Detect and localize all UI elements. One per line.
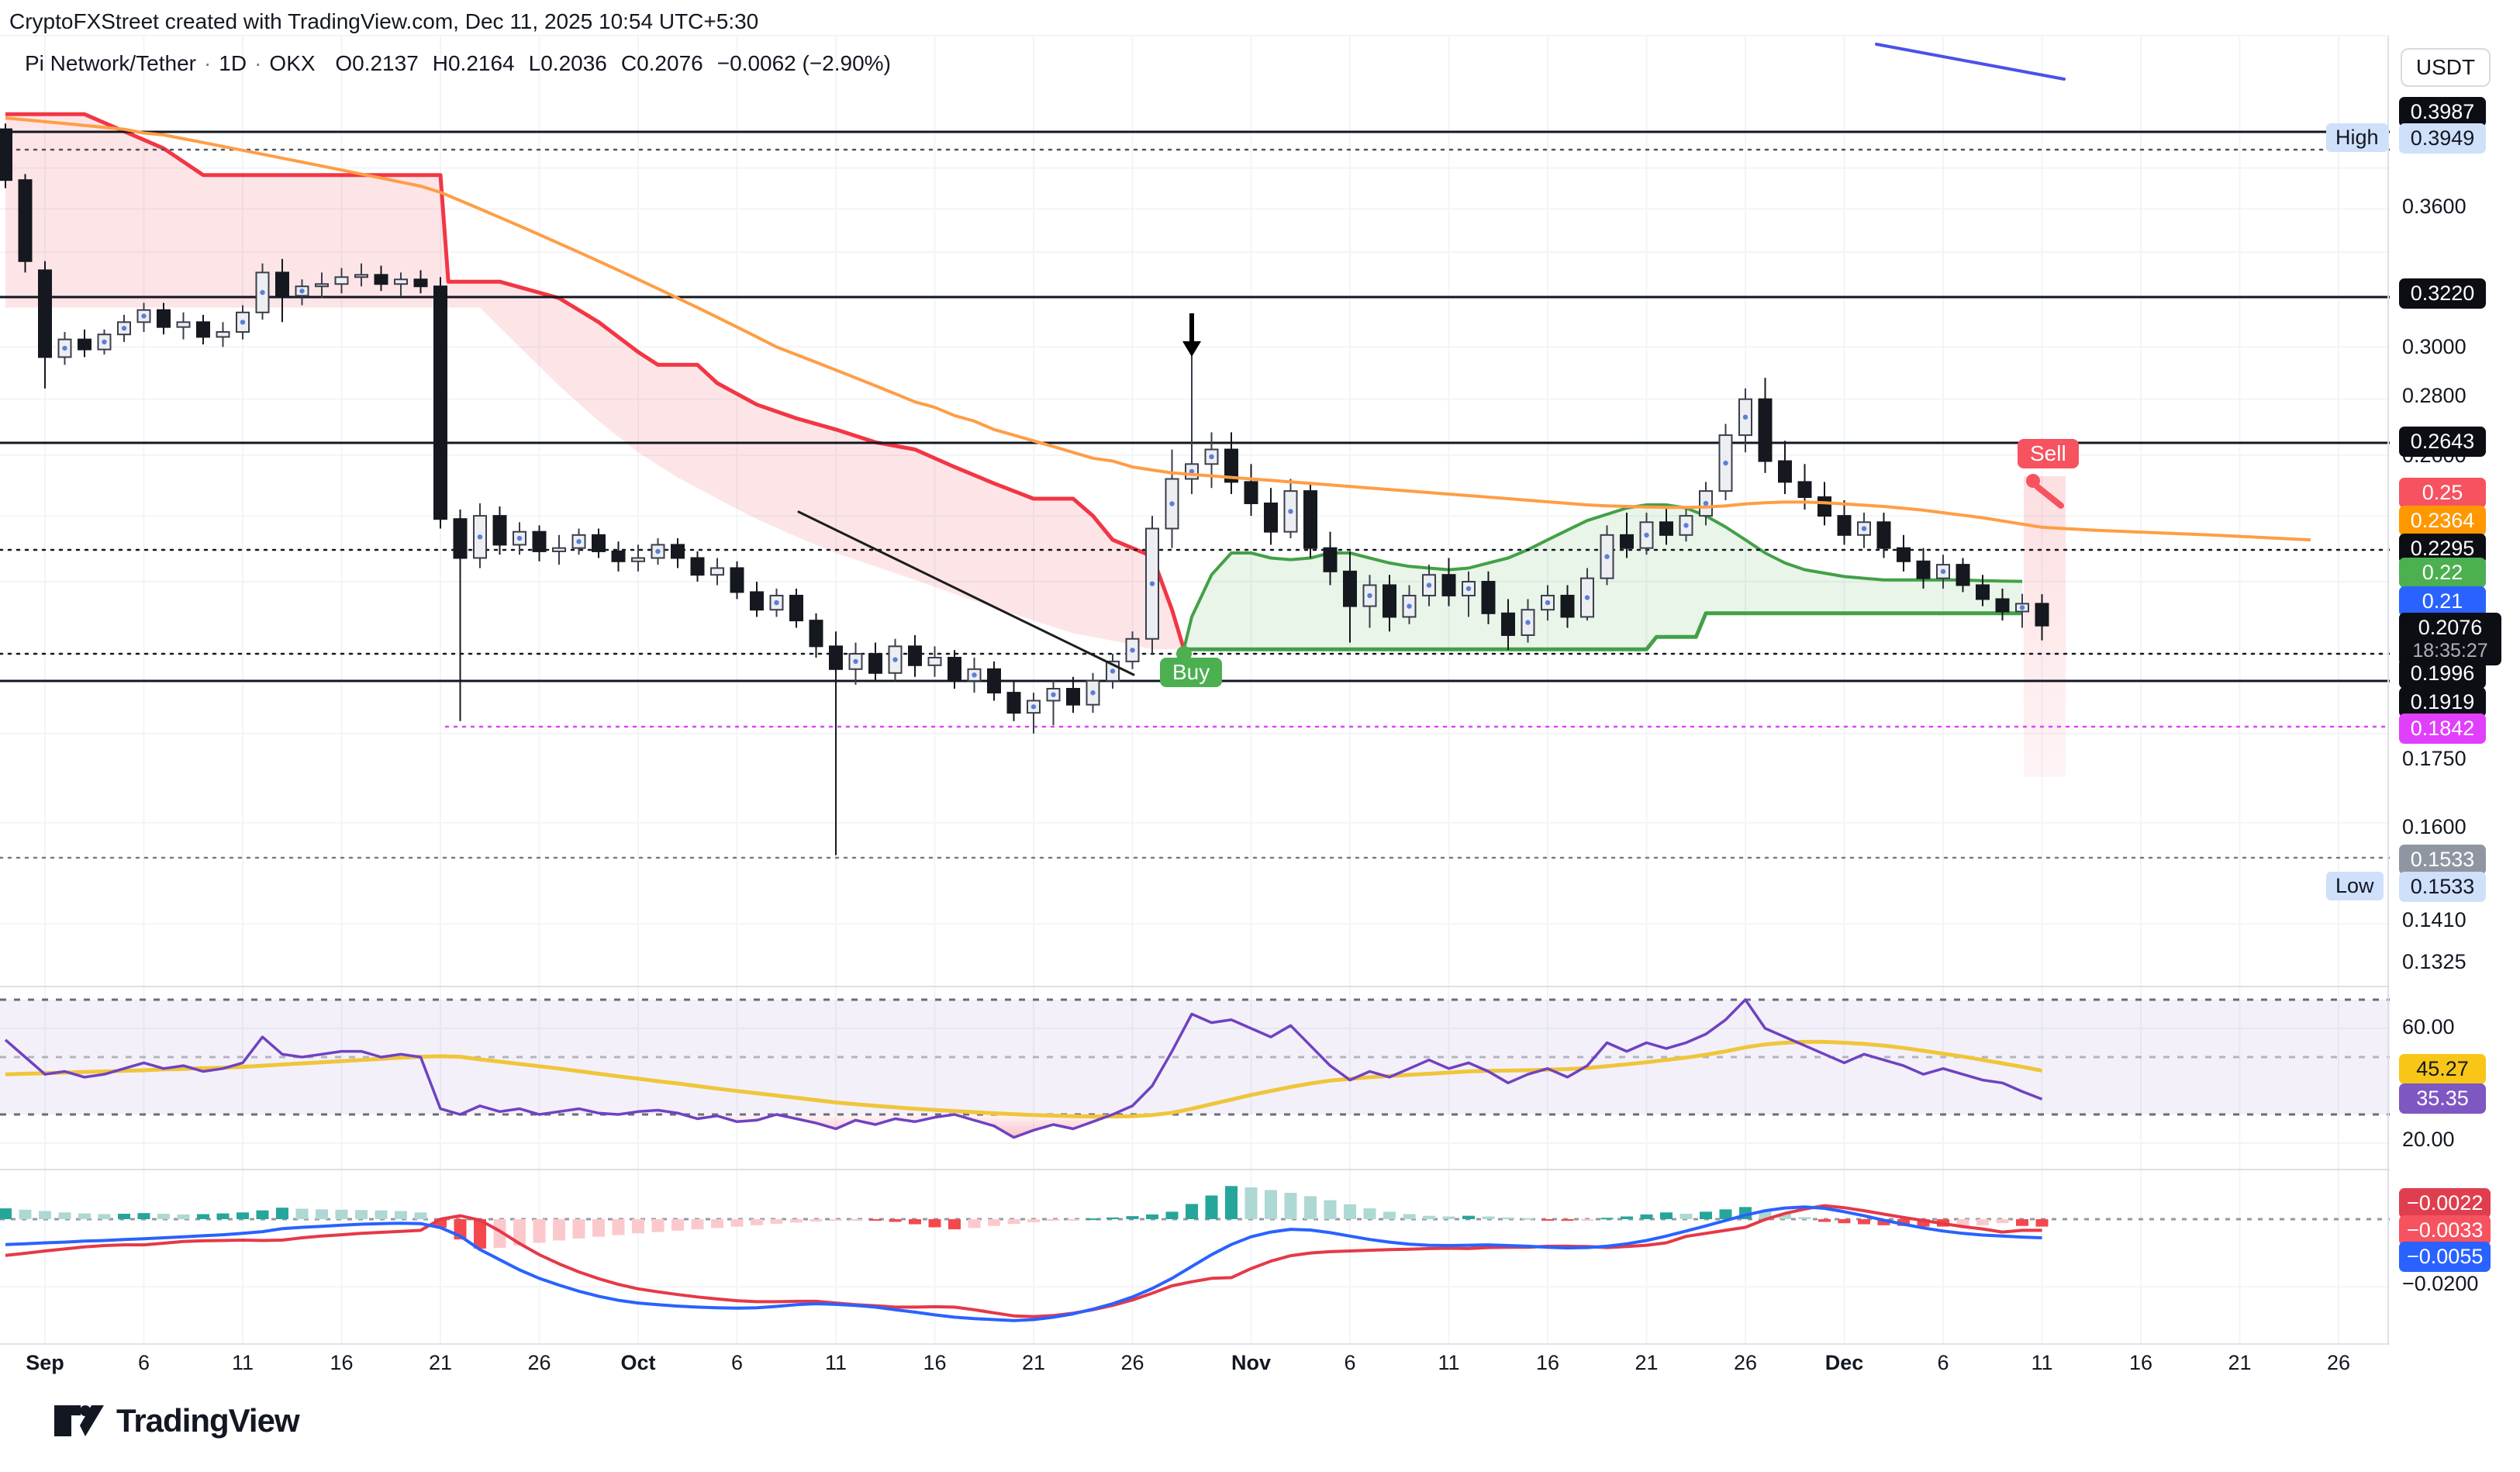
time-axis-label: 11 bbox=[2031, 1351, 2053, 1374]
time-axis-label: 6 bbox=[1344, 1351, 1356, 1374]
axis-price-label: 0.1410 bbox=[2402, 908, 2466, 931]
axis-price-label: 20.00 bbox=[2402, 1128, 2455, 1151]
time-axis-label: 21 bbox=[1635, 1351, 1659, 1374]
buy-signal-badge: Buy bbox=[1160, 658, 1223, 687]
axis-price-badge: 35.35 bbox=[2399, 1083, 2486, 1114]
time-axis-label: 16 bbox=[923, 1351, 947, 1374]
time-axis[interactable]: Sep 6 11 16 21 26 Oct 6 11 16 21 26 Nov 6 11 16 21 26 Dec 6… bbox=[0, 1343, 2390, 1380]
ohlc-value: L0.2036 bbox=[528, 51, 607, 75]
last-price-badge: 0.2076 18:35:27 bbox=[2399, 613, 2501, 665]
price-axis[interactable]: USDT 0.36000.30000.28000.26000.22000.175… bbox=[2390, 0, 2520, 1379]
axis-price-badge: 0.25 bbox=[2399, 478, 2486, 508]
time-axis-label: 21 bbox=[2228, 1351, 2252, 1374]
axis-price-label: 0.1750 bbox=[2402, 747, 2466, 770]
time-axis-label: 26 bbox=[527, 1351, 551, 1374]
time-axis-label: Dec bbox=[1824, 1351, 1864, 1374]
currency-toggle-button[interactable]: USDT bbox=[2401, 48, 2491, 87]
symbol-legend[interactable]: Pi Network/Tether · 1D · OKX O0.2137 H0.2164 L… bbox=[25, 51, 905, 76]
last-price: 0.2076 bbox=[2418, 616, 2483, 639]
time-axis-label: Sep bbox=[26, 1351, 64, 1374]
axis-price-label: −0.0200 bbox=[2402, 1272, 2479, 1295]
axis-price-label: 0.3600 bbox=[2402, 195, 2466, 218]
axis-low-value: 0.1533 bbox=[2399, 872, 2486, 902]
axis-price-badge: 0.3220 bbox=[2399, 278, 2486, 309]
ohlc-readout: O0.2137 H0.2164 L0.2036 C0.2076 −0.0062 (−2.… bbox=[335, 51, 905, 75]
axis-high-value: 0.3949 bbox=[2399, 123, 2486, 154]
axis-price-badge: 0.2364 bbox=[2399, 506, 2486, 536]
axis-price-badge: 0.22 bbox=[2399, 558, 2486, 588]
bar-countdown: 18:35:27 bbox=[2412, 640, 2488, 662]
tradingview-logo[interactable]: TradingView bbox=[54, 1402, 300, 1439]
time-axis-label: Nov bbox=[1231, 1351, 1272, 1374]
axis-price-badge: 0.21 bbox=[2399, 586, 2486, 617]
exchange-label: OKX bbox=[269, 51, 316, 75]
time-axis-label: 11 bbox=[824, 1351, 847, 1374]
time-axis-label: 16 bbox=[1535, 1351, 1560, 1374]
time-axis-label: 6 bbox=[1937, 1351, 1949, 1374]
time-axis-label: Oct bbox=[620, 1351, 656, 1374]
time-axis-label: 21 bbox=[428, 1351, 453, 1374]
axis-price-label: 60.00 bbox=[2402, 1015, 2455, 1038]
axis-price-badge: −0.0022 bbox=[2399, 1188, 2491, 1218]
axis-price-label: 0.1325 bbox=[2402, 950, 2466, 973]
ohlc-value: C0.2076 bbox=[620, 51, 703, 75]
tradingview-logo-text: TradingView bbox=[116, 1402, 300, 1439]
time-axis-label: 11 bbox=[1438, 1351, 1460, 1374]
axis-price-badge: 0.2643 bbox=[2399, 427, 2486, 457]
axis-price-badge: −0.0055 bbox=[2399, 1242, 2491, 1272]
axis-price-badge: 45.27 bbox=[2399, 1054, 2486, 1084]
time-axis-label: 16 bbox=[330, 1351, 354, 1374]
symbol-title[interactable]: Pi Network/Tether · 1D · OKX bbox=[25, 51, 316, 75]
axis-price-badge: −0.0033 bbox=[2399, 1215, 2491, 1246]
ohlc-value: H0.2164 bbox=[432, 51, 515, 75]
time-axis-label: 26 bbox=[1120, 1351, 1144, 1374]
time-axis-label: 26 bbox=[2326, 1351, 2351, 1374]
time-axis-label: 6 bbox=[137, 1351, 150, 1374]
chart-canvas[interactable] bbox=[0, 0, 2390, 1379]
time-axis-label: 16 bbox=[2128, 1351, 2153, 1374]
axis-price-badge: 0.1533 bbox=[2399, 845, 2486, 875]
high-marker-label: High bbox=[2326, 123, 2388, 152]
low-marker-label: Low bbox=[2326, 872, 2384, 900]
ohlc-value: O0.2137 bbox=[335, 51, 419, 75]
axis-price-badge: 0.1919 bbox=[2399, 687, 2486, 717]
axis-price-label: 0.3000 bbox=[2402, 335, 2466, 358]
axis-price-badge: 0.3987 bbox=[2399, 97, 2486, 127]
time-axis-label: 21 bbox=[1021, 1351, 1046, 1374]
time-axis-label: 6 bbox=[730, 1351, 744, 1374]
axis-price-badge: 0.1842 bbox=[2399, 714, 2486, 744]
sell-signal-badge: Sell bbox=[2018, 439, 2079, 468]
axis-price-label: 0.1600 bbox=[2402, 815, 2466, 838]
attribution-title: CryptoFXStreet created with TradingView.… bbox=[9, 9, 759, 33]
tradingview-logo-icon bbox=[54, 1405, 104, 1436]
timeframe-label: 1D bbox=[219, 51, 247, 75]
ohlc-value: −0.0062 (−2.90%) bbox=[716, 51, 891, 75]
time-axis-label: 11 bbox=[231, 1351, 254, 1374]
axis-price-label: 0.2800 bbox=[2402, 384, 2466, 407]
time-axis-label: 26 bbox=[1733, 1351, 1758, 1374]
